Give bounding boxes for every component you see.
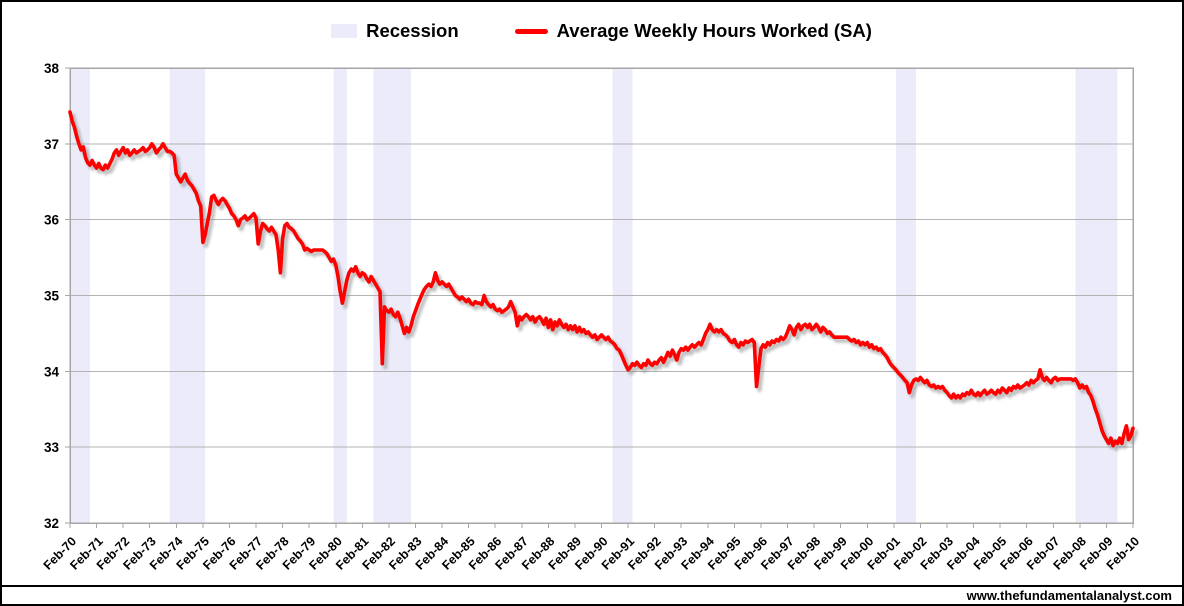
y-tick-label: 36 xyxy=(44,213,60,228)
legend-label-recession: Recession xyxy=(366,20,459,41)
gridlines xyxy=(70,143,1133,448)
legend-label-series: Average Weekly Hours Worked (SA) xyxy=(556,20,872,41)
y-tick-label: 37 xyxy=(44,137,59,152)
recession-swatch-icon xyxy=(331,24,358,38)
y-tick-label: 38 xyxy=(44,61,60,76)
y-tick-label: 33 xyxy=(44,440,60,455)
y-tick-label: 32 xyxy=(44,516,59,531)
legend-item-series: Average Weekly Hours Worked (SA) xyxy=(514,20,872,42)
legend-item-recession: Recession xyxy=(331,20,459,42)
y-tick-label: 34 xyxy=(44,364,60,379)
series-line xyxy=(68,110,1135,448)
legend: Recession Average Weekly Hours Worked (S… xyxy=(70,20,1133,42)
line-chart: 38 37 36 35 34 33 32Feb-70Feb-71Feb-72Feb-73Fe… xyxy=(41,61,1142,573)
series-line-swatch-icon xyxy=(514,28,548,34)
y-tick-label: 35 xyxy=(44,289,60,304)
watermark: www.thefundamentalanalyst.com xyxy=(966,588,1172,603)
footer-rule xyxy=(2,585,1182,587)
y-axis-labels: 38 37 36 35 34 33 32 xyxy=(44,61,70,531)
series-line-shadow xyxy=(70,113,1139,452)
x-axis-labels: Feb-70Feb-71Feb-72Feb-73Feb-74Feb-75Feb-… xyxy=(41,523,1142,573)
